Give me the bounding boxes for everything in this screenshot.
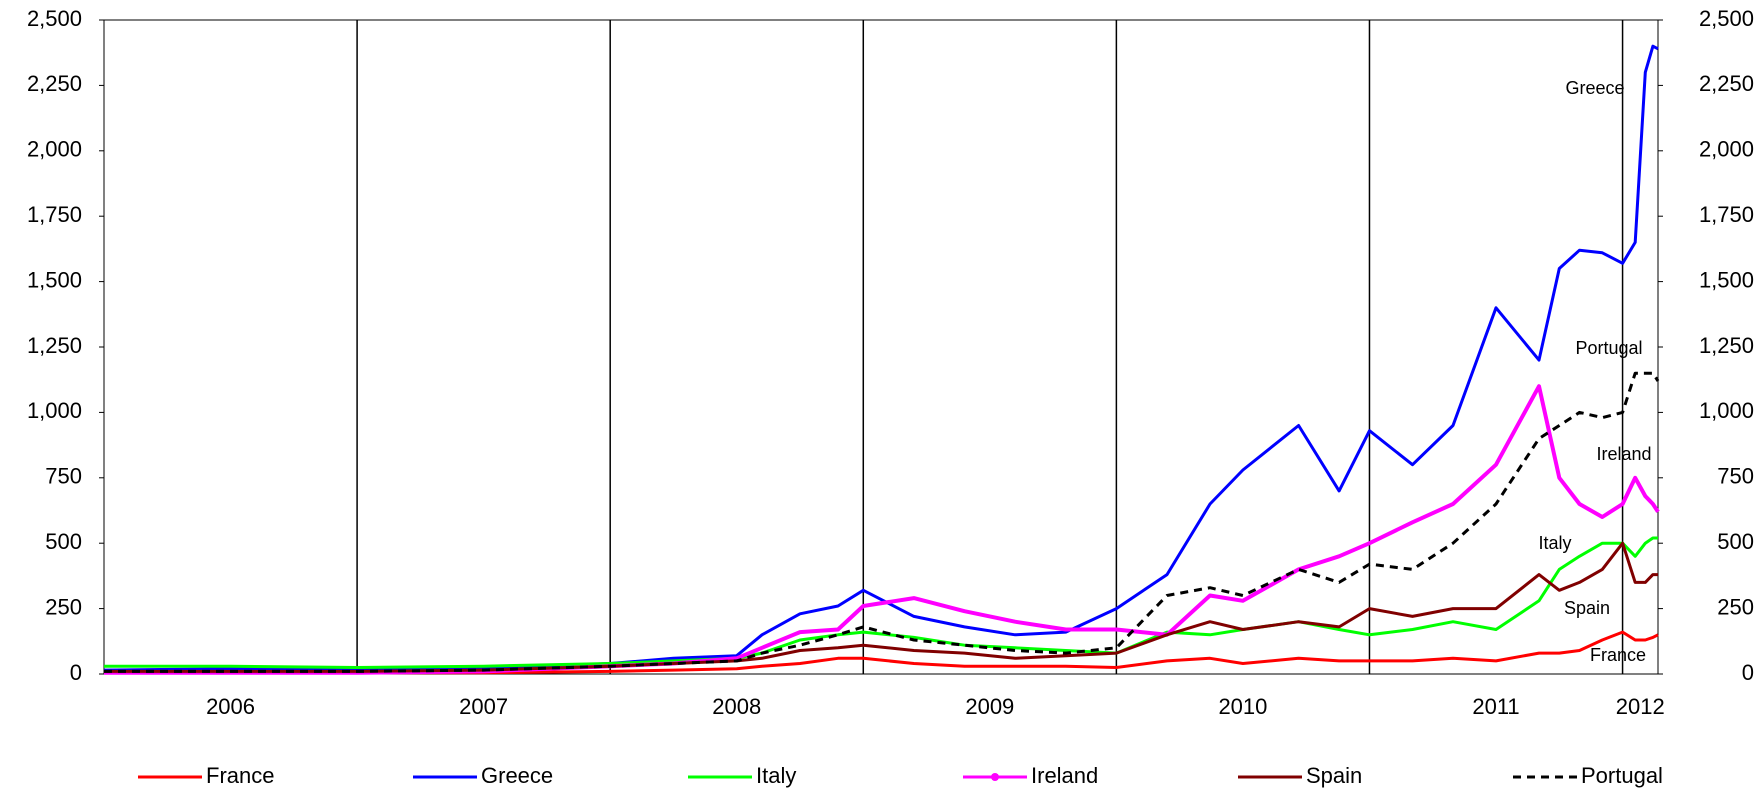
plot-area xyxy=(103,19,1659,675)
y-tick-label: 750 xyxy=(45,464,82,489)
series-line xyxy=(104,630,1659,675)
y-tick-label: 1,250 xyxy=(27,333,82,358)
y2-tick-label: 250 xyxy=(1717,594,1754,619)
legend-label: Spain xyxy=(1306,763,1362,788)
y-tick-label: 0 xyxy=(70,660,82,685)
legend-label: Portugal xyxy=(1581,763,1663,788)
x-tick-label: 2010 xyxy=(1218,694,1267,719)
annotation: Greece xyxy=(1565,78,1624,98)
legend-label: Greece xyxy=(481,763,553,788)
x-tick-label: 2008 xyxy=(712,694,761,719)
y2-tick-label: 1,250 xyxy=(1699,333,1754,358)
y-tick-label: 500 xyxy=(45,529,82,554)
legend-label: Ireland xyxy=(1031,763,1098,788)
annotation: Ireland xyxy=(1596,444,1651,464)
y2-tick-label: 750 xyxy=(1717,464,1754,489)
y2-tick-label: 2,500 xyxy=(1699,6,1754,31)
legend-label: France xyxy=(206,763,274,788)
x-tick-label: 2011 xyxy=(1472,694,1519,719)
x-tick-label: 2012 xyxy=(1616,694,1665,719)
legend-marker xyxy=(991,773,999,781)
y-tick-label: 2,250 xyxy=(27,71,82,96)
y-tick-label: 2,500 xyxy=(27,6,82,31)
series-line xyxy=(104,384,1660,675)
y-tick-label: 2,000 xyxy=(27,137,82,162)
y2-tick-label: 0 xyxy=(1742,660,1754,685)
y2-tick-label: 1,750 xyxy=(1699,202,1754,227)
x-tick-label: 2007 xyxy=(459,694,508,719)
y2-tick-label: 500 xyxy=(1717,529,1754,554)
legend-label: Italy xyxy=(756,763,796,788)
y2-tick-label: 1,000 xyxy=(1699,398,1754,423)
series-line xyxy=(103,44,1659,672)
annotation: Portugal xyxy=(1575,338,1642,358)
series-line xyxy=(104,371,1660,673)
y-tick-label: 1,750 xyxy=(27,202,82,227)
annotation: France xyxy=(1590,645,1646,665)
annotation: Italy xyxy=(1538,533,1571,553)
y-tick-label: 1,500 xyxy=(27,267,82,292)
y2-tick-label: 2,000 xyxy=(1699,137,1754,162)
x-tick-label: 2006 xyxy=(206,694,255,719)
y-tick-label: 250 xyxy=(45,594,82,619)
series-line xyxy=(104,541,1658,673)
x-tick-label: 2009 xyxy=(965,694,1014,719)
annotation: Spain xyxy=(1564,598,1610,618)
y2-tick-label: 2,250 xyxy=(1699,71,1754,96)
y-tick-label: 1,000 xyxy=(27,398,82,423)
y2-tick-label: 1,500 xyxy=(1699,267,1754,292)
